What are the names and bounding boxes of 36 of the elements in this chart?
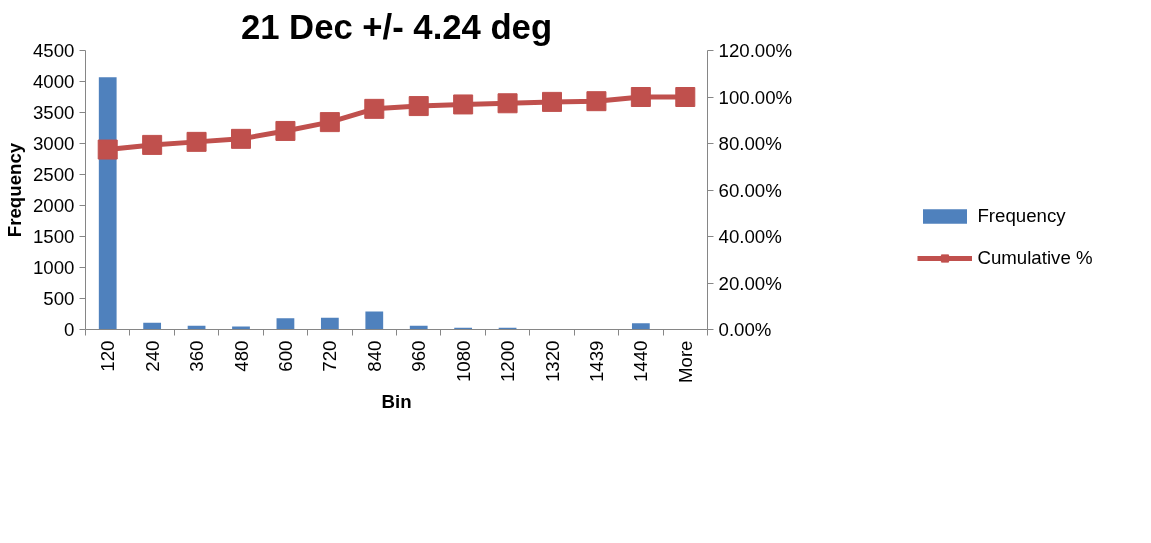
y-tick-label: 4500 bbox=[33, 40, 75, 61]
x-tick-label: 360 bbox=[186, 340, 208, 372]
y-tick-label: 2500 bbox=[33, 164, 75, 185]
x-tick-label: More bbox=[674, 340, 696, 383]
legend-label: Frequency bbox=[977, 205, 1066, 227]
y2-tick-label: 120.00% bbox=[718, 40, 793, 61]
chart-title: 21 Dec +/- 4.24 deg bbox=[240, 7, 553, 46]
x-tick-label: 840 bbox=[363, 340, 385, 372]
x-tick-label: 480 bbox=[230, 340, 252, 372]
y-tick-label: 3000 bbox=[33, 133, 75, 154]
y-tick-label: 0 bbox=[64, 319, 75, 340]
x-tick-label: 1440 bbox=[630, 340, 652, 382]
y-tick-label: 1500 bbox=[33, 226, 75, 247]
x-tick-label: 240 bbox=[141, 340, 163, 372]
x-axis-title: Bin bbox=[381, 391, 412, 412]
y-tick-label: 4000 bbox=[33, 71, 75, 92]
y2-tick-label: 100.00% bbox=[718, 86, 793, 108]
y-tick-label: 3500 bbox=[33, 102, 75, 123]
x-tick-label: 600 bbox=[274, 340, 296, 372]
x-tick-label: 1200 bbox=[497, 340, 519, 382]
y2-tick-label: 0.00% bbox=[718, 319, 772, 340]
y-tick-label: 2000 bbox=[33, 195, 75, 216]
y-tick-label: 500 bbox=[43, 288, 75, 309]
x-tick-label: 1320 bbox=[541, 340, 563, 382]
x-tick-label: 120 bbox=[97, 340, 119, 372]
y2-tick-label: 80.00% bbox=[718, 133, 782, 154]
y-tick-label: 1000 bbox=[33, 257, 75, 278]
y2-tick-label: 40.00% bbox=[718, 226, 782, 247]
y2-tick-label: 60.00% bbox=[718, 179, 782, 201]
legend-label: Cumulative % bbox=[977, 247, 1093, 269]
x-tick-label: 1439 bbox=[585, 340, 607, 382]
y-axis-title: Frequency bbox=[4, 142, 25, 238]
x-tick-label: 1080 bbox=[452, 340, 474, 382]
x-tick-label: 720 bbox=[319, 340, 341, 372]
x-tick-label: 960 bbox=[408, 340, 430, 372]
y2-tick-label: 20.00% bbox=[718, 272, 782, 294]
